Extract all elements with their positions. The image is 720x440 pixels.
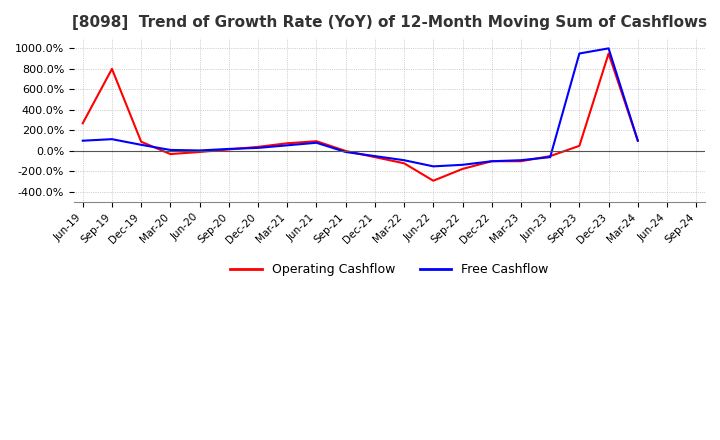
- Operating Cashflow: [487, 158, 496, 164]
- Title: [8098]  Trend of Growth Rate (YoY) of 12-Month Moving Sum of Cashflows: [8098] Trend of Growth Rate (YoY) of 12-…: [72, 15, 707, 30]
- Free Cashflow: [487, 158, 496, 164]
- Free Cashflow: [634, 138, 642, 143]
- Operating Cashflow: [634, 138, 642, 143]
- Operating Cashflow: [312, 139, 321, 144]
- Operating Cashflow: [107, 66, 116, 72]
- Operating Cashflow: [283, 141, 292, 146]
- Free Cashflow: [107, 136, 116, 142]
- Operating Cashflow: [575, 143, 584, 148]
- Free Cashflow: [341, 149, 350, 154]
- Operating Cashflow: [458, 166, 467, 172]
- Free Cashflow: [400, 158, 408, 163]
- Operating Cashflow: [166, 151, 175, 157]
- Free Cashflow: [371, 154, 379, 159]
- Free Cashflow: [575, 51, 584, 56]
- Operating Cashflow: [546, 154, 554, 159]
- Line: Operating Cashflow: Operating Cashflow: [83, 54, 638, 181]
- Free Cashflow: [312, 140, 321, 145]
- Free Cashflow: [137, 142, 145, 147]
- Operating Cashflow: [195, 149, 204, 154]
- Free Cashflow: [458, 162, 467, 168]
- Free Cashflow: [253, 145, 262, 150]
- Operating Cashflow: [225, 147, 233, 152]
- Operating Cashflow: [400, 161, 408, 166]
- Operating Cashflow: [253, 144, 262, 150]
- Free Cashflow: [283, 143, 292, 148]
- Operating Cashflow: [137, 139, 145, 144]
- Free Cashflow: [546, 154, 554, 160]
- Operating Cashflow: [341, 148, 350, 154]
- Free Cashflow: [225, 146, 233, 151]
- Line: Free Cashflow: Free Cashflow: [83, 48, 638, 166]
- Operating Cashflow: [371, 154, 379, 160]
- Free Cashflow: [429, 164, 438, 169]
- Free Cashflow: [195, 148, 204, 153]
- Legend: Operating Cashflow, Free Cashflow: Operating Cashflow, Free Cashflow: [225, 258, 554, 282]
- Operating Cashflow: [517, 158, 526, 164]
- Free Cashflow: [166, 147, 175, 153]
- Free Cashflow: [604, 46, 613, 51]
- Operating Cashflow: [429, 178, 438, 183]
- Free Cashflow: [78, 138, 87, 143]
- Operating Cashflow: [78, 121, 87, 126]
- Operating Cashflow: [604, 51, 613, 56]
- Free Cashflow: [517, 158, 526, 163]
